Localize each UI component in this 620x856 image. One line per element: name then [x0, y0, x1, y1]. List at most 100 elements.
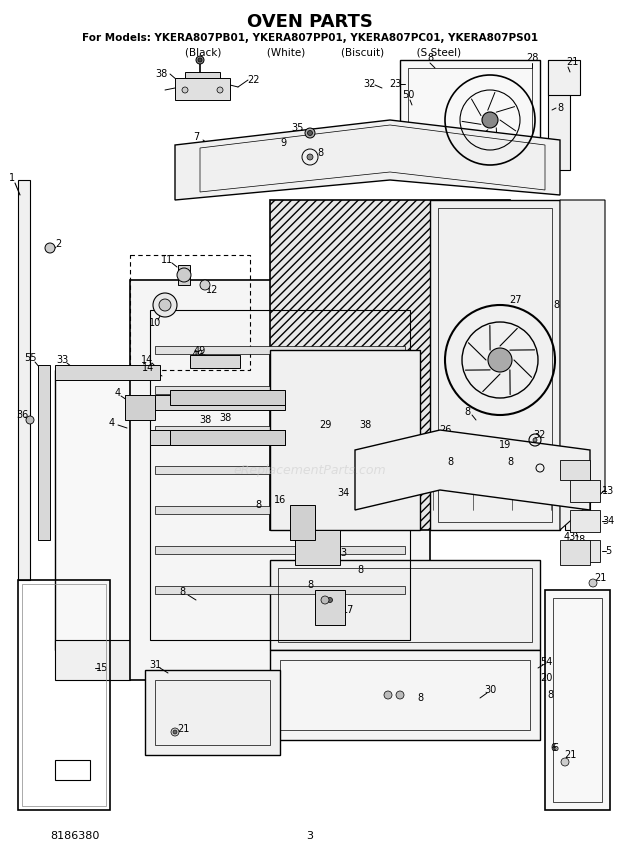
- Polygon shape: [125, 395, 155, 420]
- Circle shape: [196, 56, 204, 64]
- Polygon shape: [190, 355, 240, 368]
- Text: 21: 21: [177, 724, 189, 734]
- Text: 26: 26: [439, 425, 451, 435]
- Text: 24: 24: [564, 452, 576, 462]
- Text: 20: 20: [540, 673, 552, 683]
- Polygon shape: [170, 430, 285, 445]
- Polygon shape: [550, 600, 605, 740]
- Text: 49: 49: [194, 346, 206, 356]
- Polygon shape: [150, 395, 285, 410]
- Polygon shape: [545, 590, 610, 810]
- Text: 10: 10: [149, 318, 161, 328]
- Polygon shape: [548, 60, 580, 95]
- Text: 17: 17: [342, 605, 354, 615]
- Text: 34: 34: [337, 488, 349, 498]
- Polygon shape: [430, 200, 560, 530]
- Polygon shape: [155, 346, 405, 354]
- Polygon shape: [155, 586, 405, 594]
- Text: 4: 4: [109, 418, 115, 428]
- Polygon shape: [150, 430, 285, 445]
- Text: 6: 6: [552, 743, 558, 753]
- Circle shape: [200, 280, 210, 290]
- Circle shape: [561, 758, 569, 766]
- Polygon shape: [55, 370, 130, 650]
- Polygon shape: [560, 460, 590, 480]
- Text: 8: 8: [557, 103, 563, 113]
- Polygon shape: [570, 540, 600, 562]
- Text: 5: 5: [605, 546, 611, 556]
- Text: (Black)              (White)           (Biscuit)          (S.Steel): (Black) (White) (Biscuit) (S.Steel): [159, 47, 461, 57]
- Polygon shape: [295, 530, 340, 565]
- Circle shape: [307, 154, 313, 160]
- Polygon shape: [270, 350, 420, 530]
- Text: 14: 14: [142, 363, 154, 373]
- Polygon shape: [315, 590, 345, 625]
- Polygon shape: [270, 560, 540, 650]
- Text: 29: 29: [319, 420, 331, 430]
- Text: 21: 21: [594, 573, 606, 583]
- Text: 28: 28: [526, 53, 538, 63]
- Polygon shape: [565, 280, 590, 530]
- Circle shape: [45, 243, 55, 253]
- Text: 1: 1: [9, 173, 15, 183]
- Text: 23: 23: [389, 79, 401, 89]
- Text: 8: 8: [315, 590, 321, 600]
- Polygon shape: [570, 510, 600, 532]
- Polygon shape: [175, 78, 230, 100]
- Polygon shape: [170, 390, 285, 405]
- Circle shape: [533, 438, 537, 442]
- Text: 49: 49: [192, 350, 204, 360]
- Polygon shape: [185, 72, 220, 78]
- Text: 8: 8: [464, 407, 470, 417]
- Text: 38: 38: [219, 413, 231, 423]
- Text: 8: 8: [553, 300, 559, 310]
- Polygon shape: [175, 120, 560, 200]
- Circle shape: [589, 579, 597, 587]
- Circle shape: [217, 87, 223, 93]
- Text: 38: 38: [199, 415, 211, 425]
- Circle shape: [396, 691, 404, 699]
- Text: 4: 4: [115, 388, 121, 398]
- Polygon shape: [155, 426, 405, 434]
- Text: 8: 8: [447, 457, 453, 467]
- Polygon shape: [38, 365, 50, 540]
- Text: eReplacementParts.com: eReplacementParts.com: [234, 463, 386, 477]
- Polygon shape: [18, 180, 30, 580]
- Text: 8: 8: [179, 587, 185, 597]
- Text: 32: 32: [534, 430, 546, 440]
- Text: 7: 7: [193, 132, 199, 142]
- Circle shape: [327, 597, 332, 603]
- Polygon shape: [560, 540, 590, 565]
- Text: 43: 43: [564, 532, 576, 542]
- Circle shape: [321, 596, 329, 604]
- Text: 8: 8: [547, 690, 553, 700]
- Text: 21: 21: [564, 750, 576, 760]
- Text: 8: 8: [417, 693, 423, 703]
- Circle shape: [171, 728, 179, 736]
- Text: 27: 27: [509, 295, 521, 305]
- Circle shape: [482, 112, 498, 128]
- Polygon shape: [55, 365, 160, 380]
- Polygon shape: [270, 650, 540, 740]
- Circle shape: [177, 268, 191, 282]
- Text: 8: 8: [357, 565, 363, 575]
- Text: 6: 6: [550, 743, 556, 753]
- Polygon shape: [145, 670, 280, 755]
- Text: 9: 9: [280, 138, 286, 148]
- Text: 11: 11: [161, 255, 173, 265]
- Text: 16: 16: [274, 495, 286, 505]
- Text: 15: 15: [96, 663, 108, 673]
- Text: 32: 32: [364, 79, 376, 89]
- Text: 54: 54: [540, 657, 552, 667]
- Polygon shape: [290, 505, 315, 540]
- Text: 13: 13: [602, 486, 614, 496]
- Circle shape: [308, 130, 312, 135]
- Polygon shape: [270, 200, 510, 530]
- Text: 38: 38: [359, 420, 371, 430]
- Text: 55: 55: [24, 353, 36, 363]
- Circle shape: [26, 416, 34, 424]
- Text: 22: 22: [247, 75, 259, 85]
- Polygon shape: [548, 60, 570, 170]
- Text: 8186380: 8186380: [50, 831, 99, 841]
- Circle shape: [173, 730, 177, 734]
